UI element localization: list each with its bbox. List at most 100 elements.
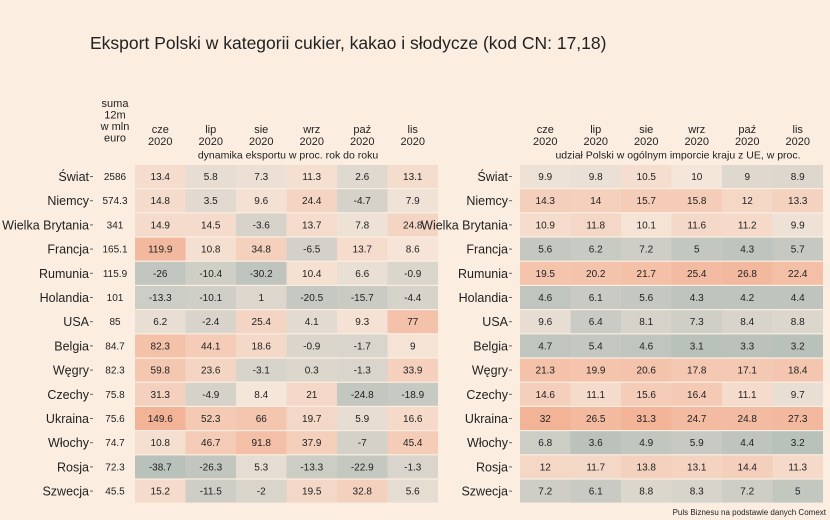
heatmap-cell xyxy=(520,407,571,430)
heatmap-cell xyxy=(722,479,773,503)
heatmap-cell xyxy=(387,213,438,237)
heatmap-cell xyxy=(621,382,672,406)
cell-value-label: 9.3 xyxy=(355,317,369,328)
heatmap-cell xyxy=(337,382,388,406)
cell-value-label: -2 xyxy=(257,487,266,498)
cell-value-label: 32 xyxy=(540,414,552,425)
row-label: Rumunia xyxy=(458,267,508,281)
cell-value-label: 77 xyxy=(407,317,419,328)
row-label: Rosja xyxy=(476,460,508,474)
heatmap-cell xyxy=(570,431,621,455)
heatmap-cell xyxy=(520,310,571,334)
heatmap-cell xyxy=(570,310,621,334)
cell-value-label: 11.2 xyxy=(738,220,757,231)
heatmap-cell xyxy=(520,213,571,237)
heatmap-cell xyxy=(185,479,236,503)
column-month-label: cze xyxy=(152,124,169,136)
heatmap-cell xyxy=(337,479,388,503)
row-label: Holandia xyxy=(459,291,508,305)
row-label: Wielka Brytania xyxy=(2,218,89,232)
cell-value-label: 20.6 xyxy=(637,366,657,377)
cell-value-label: 5.3 xyxy=(254,462,268,473)
cell-value-label: -0.9 xyxy=(404,269,422,280)
column-month-label: lis xyxy=(793,124,804,136)
row-label: Niemcy xyxy=(47,194,89,208)
heatmap-cell xyxy=(286,189,337,213)
heatmap-cell xyxy=(671,407,722,430)
heatmap-cell xyxy=(337,237,388,261)
column-year-label: 2020 xyxy=(584,136,608,148)
heatmap-cell xyxy=(387,334,438,358)
cell-value-label: -7 xyxy=(358,438,367,449)
column-month-label: cze xyxy=(537,124,554,136)
row-label: Belgia xyxy=(473,339,508,353)
cell-value-label: 4.4 xyxy=(791,293,805,304)
cell-value-label: 14.9 xyxy=(151,220,171,231)
heatmap-cell xyxy=(337,189,388,213)
heatmap-cell xyxy=(135,407,186,430)
cell-value-label: 23.6 xyxy=(201,366,221,377)
cell-value-label: -3.1 xyxy=(253,366,271,377)
heatmap-cell xyxy=(236,479,287,503)
cell-value-label: 8.3 xyxy=(690,487,704,498)
cell-value-label: -6.5 xyxy=(303,245,321,256)
cell-value-label: 19.5 xyxy=(536,269,556,280)
heatmap-cell xyxy=(135,455,186,479)
cell-value-label: 9 xyxy=(744,172,750,183)
cell-value-label: 9.9 xyxy=(791,220,805,231)
cell-value-label: 7.9 xyxy=(406,196,420,207)
cell-value-label: 4.2 xyxy=(740,293,754,304)
cell-value-label: 3.1 xyxy=(690,341,704,352)
cell-value-label: 9.6 xyxy=(538,317,552,328)
cell-value-label: 8.4 xyxy=(740,317,754,328)
row-label: Świat xyxy=(477,169,508,184)
sum-value: 75.6 xyxy=(105,414,125,425)
heatmap-cell xyxy=(387,431,438,455)
cell-value-label: 4.9 xyxy=(639,438,653,449)
cell-value-label: 10.5 xyxy=(637,172,657,183)
row-label: Ukraina xyxy=(465,412,508,426)
column-year-label: 2020 xyxy=(401,136,425,148)
heatmap-cell xyxy=(570,479,621,503)
row-label: Holandia xyxy=(40,291,89,305)
cell-value-label: 15.2 xyxy=(151,487,171,498)
cell-value-label: 4.7 xyxy=(538,341,552,352)
heatmap-cell xyxy=(722,237,773,261)
cell-value-label: 4.3 xyxy=(740,245,754,256)
heatmap-cell xyxy=(621,334,672,358)
heatmap-cell xyxy=(135,479,186,503)
heatmap-cell xyxy=(286,455,337,479)
panel-subtitle: udział Polski w ogólnym imporcie kraju z… xyxy=(555,150,800,162)
heatmap-cell xyxy=(286,431,337,455)
heatmap-cell xyxy=(185,358,236,382)
cell-value-label: 8.1 xyxy=(639,317,653,328)
heatmap-cell xyxy=(236,261,287,285)
heatmap-cell xyxy=(722,382,773,406)
cell-value-label: 24.4 xyxy=(302,196,322,207)
cell-value-label: 9.9 xyxy=(538,172,552,183)
cell-value-label: 19.5 xyxy=(302,487,322,498)
heatmap-cell xyxy=(387,165,438,188)
sum-value: 101 xyxy=(107,293,124,304)
cell-value-label: 10.8 xyxy=(201,245,221,256)
source-note: Puls Biznesu na podstawie danych Comext xyxy=(673,508,827,517)
cell-value-label: 9.7 xyxy=(791,390,805,401)
sum-value: 115.9 xyxy=(103,269,128,280)
heatmap-cell xyxy=(671,213,722,237)
cell-value-label: 4.6 xyxy=(538,293,552,304)
cell-value-label: 14.6 xyxy=(536,390,556,401)
panel-subtitle: dynamika eksportu w proc. rok do roku xyxy=(198,150,378,162)
sum-header-label: 12m xyxy=(104,110,125,122)
heatmap-cell xyxy=(772,213,823,237)
cell-value-label: 13.1 xyxy=(403,172,423,183)
heatmap-cell xyxy=(570,455,621,479)
cell-value-label: 11.1 xyxy=(586,390,605,401)
cell-value-label: -15.7 xyxy=(351,293,374,304)
row-label: Węgry xyxy=(472,364,509,378)
cell-value-label: -10.1 xyxy=(199,293,222,304)
heatmap-cells xyxy=(135,165,823,503)
cell-value-label: 9.8 xyxy=(589,172,603,183)
sum-header-label: euro xyxy=(104,133,126,145)
heatmap-cell xyxy=(387,382,438,406)
